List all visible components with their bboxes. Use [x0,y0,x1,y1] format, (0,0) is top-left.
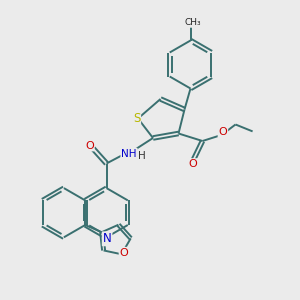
Text: S: S [133,112,140,125]
Text: N: N [103,232,112,245]
Text: O: O [218,127,227,137]
Text: CH₃: CH₃ [184,18,201,27]
Text: O: O [85,140,94,151]
Text: H: H [138,151,146,161]
Text: NH: NH [121,148,137,159]
Text: O: O [188,159,197,169]
Text: O: O [120,248,128,258]
